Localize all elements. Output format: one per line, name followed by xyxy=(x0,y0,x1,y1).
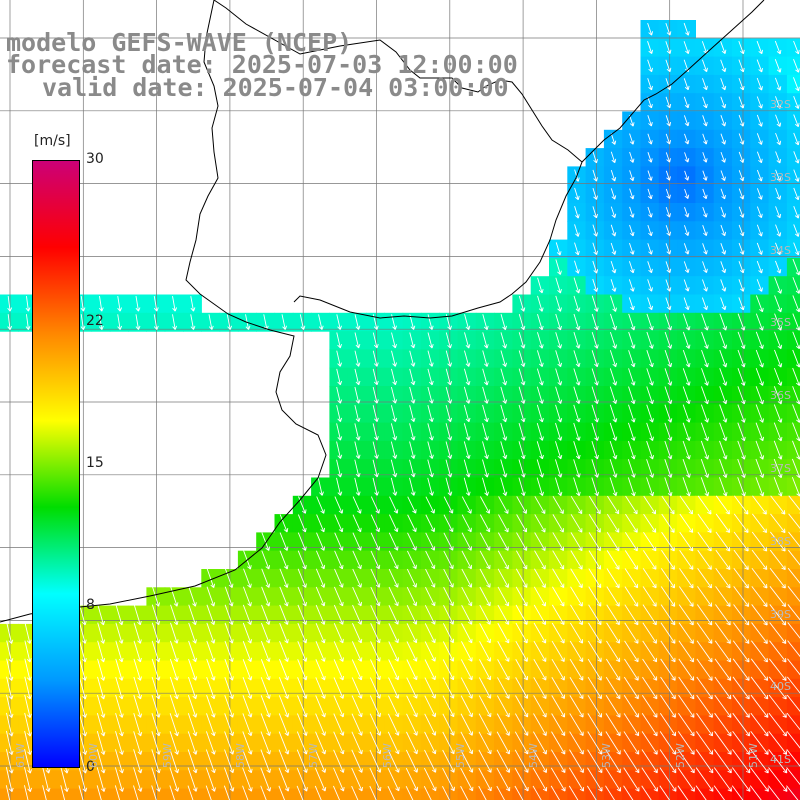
latitude-label: 32S xyxy=(770,98,791,111)
latitude-label: 33S xyxy=(770,170,791,184)
colorbar-unit: [m/s] xyxy=(34,133,71,149)
coastline-east xyxy=(581,0,765,163)
longitude-label: 57W xyxy=(307,743,321,768)
longitude-label: 59W xyxy=(160,743,174,768)
latitude-label: 41S xyxy=(770,753,791,767)
latitude-label: 36S xyxy=(770,389,791,403)
longitude-label: 51W xyxy=(747,743,760,768)
longitude-label: 53W xyxy=(600,743,614,768)
colorbar xyxy=(32,160,80,768)
longitude-label: 55W xyxy=(453,743,467,768)
longitude-label: 58W xyxy=(233,743,247,768)
colorbar-tick-label: 8 xyxy=(86,596,95,613)
longitude-label: 60W xyxy=(87,743,101,768)
colorbar-tick-label: 15 xyxy=(86,455,104,471)
coastline xyxy=(0,0,327,623)
wind-vectors xyxy=(5,22,800,800)
colorbar-tick-label: 22 xyxy=(86,313,104,330)
latitude-label: 37S xyxy=(770,462,791,475)
latitude-label: 38S xyxy=(770,534,791,548)
coastline-north xyxy=(213,0,583,319)
latitude-label: 40S xyxy=(770,680,791,694)
colorbar-tick-label: 0 xyxy=(86,759,95,775)
model-title: modelo GEFS-WAVE (NCEP) xyxy=(6,28,353,57)
forecast-date: forecast date: 2025-07-03 12:00:00 xyxy=(6,50,518,79)
longitude-label: 52W xyxy=(673,743,687,768)
longitude-label: 54W xyxy=(527,743,541,768)
colorbar-tick-label: 30 xyxy=(86,151,104,167)
latitude-label: 34S xyxy=(770,243,791,257)
longitude-label: 61W xyxy=(14,743,27,768)
longitude-label: 56W xyxy=(380,743,394,768)
valid-date: valid date: 2025-07-04 03:00:00 xyxy=(42,73,509,102)
wind-speed-field xyxy=(0,20,800,800)
latitude-label: 35S xyxy=(770,316,791,330)
latitude-label: 39S xyxy=(770,607,791,621)
